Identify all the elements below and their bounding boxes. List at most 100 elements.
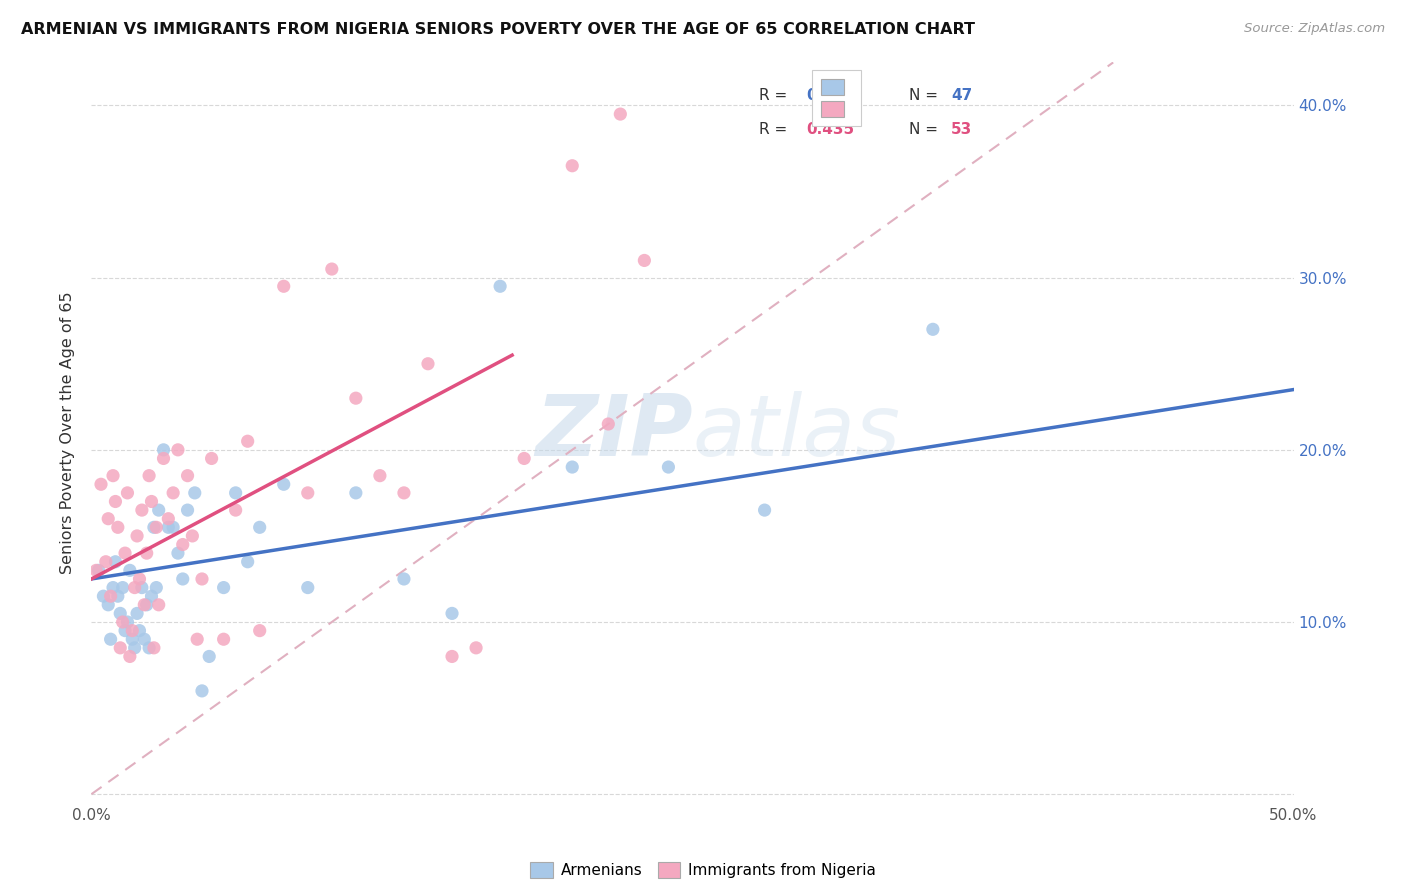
Point xyxy=(142,520,165,534)
Point xyxy=(201,451,224,466)
Point xyxy=(124,640,146,655)
Point xyxy=(128,572,150,586)
Point xyxy=(142,640,165,655)
Point xyxy=(167,442,190,457)
Text: N =: N = xyxy=(908,121,942,136)
Point xyxy=(297,581,319,595)
Text: 47: 47 xyxy=(950,88,972,103)
Point xyxy=(90,477,112,491)
Point xyxy=(107,520,129,534)
Legend: , : , xyxy=(813,70,860,127)
Point xyxy=(141,589,163,603)
Point xyxy=(162,520,184,534)
Point xyxy=(157,512,180,526)
Point xyxy=(152,451,174,466)
Point xyxy=(125,607,148,621)
Point xyxy=(87,563,110,577)
Point xyxy=(135,598,157,612)
Point xyxy=(440,607,463,621)
Point xyxy=(162,486,184,500)
Point xyxy=(121,624,143,638)
Point xyxy=(198,649,221,664)
Text: Source: ZipAtlas.com: Source: ZipAtlas.com xyxy=(1244,22,1385,36)
Text: ZIP: ZIP xyxy=(534,391,692,475)
Point xyxy=(114,624,136,638)
Point xyxy=(97,512,120,526)
Text: atlas: atlas xyxy=(692,391,900,475)
Point xyxy=(157,520,180,534)
Text: ARMENIAN VS IMMIGRANTS FROM NIGERIA SENIORS POVERTY OVER THE AGE OF 65 CORRELATI: ARMENIAN VS IMMIGRANTS FROM NIGERIA SENI… xyxy=(21,22,976,37)
Text: 0.405: 0.405 xyxy=(807,88,855,103)
Point xyxy=(110,607,132,621)
Point xyxy=(138,468,160,483)
Text: R =: R = xyxy=(759,121,792,136)
Point xyxy=(101,581,124,595)
Point xyxy=(236,555,259,569)
Point xyxy=(111,615,134,629)
Point xyxy=(212,632,235,647)
Point xyxy=(124,581,146,595)
Point xyxy=(181,529,204,543)
Point xyxy=(392,486,415,500)
Point xyxy=(104,494,127,508)
Point xyxy=(172,572,194,586)
Point xyxy=(513,451,536,466)
Point xyxy=(117,486,139,500)
Point xyxy=(148,598,170,612)
Point xyxy=(121,632,143,647)
Point xyxy=(273,477,295,491)
Point xyxy=(134,632,156,647)
Point xyxy=(225,486,247,500)
Point xyxy=(465,640,488,655)
Point xyxy=(598,417,620,431)
Point xyxy=(101,468,124,483)
Point xyxy=(249,624,271,638)
Point xyxy=(152,442,174,457)
Point xyxy=(111,581,134,595)
Point xyxy=(131,581,153,595)
Point xyxy=(249,520,271,534)
Point xyxy=(100,632,122,647)
Point xyxy=(392,572,415,586)
Point xyxy=(368,468,391,483)
Point xyxy=(107,589,129,603)
Point xyxy=(225,503,247,517)
Point xyxy=(440,649,463,664)
Point xyxy=(489,279,512,293)
Point xyxy=(167,546,190,560)
Point xyxy=(922,322,945,336)
Point xyxy=(297,486,319,500)
Point xyxy=(94,555,117,569)
Point xyxy=(561,159,583,173)
Point xyxy=(191,684,214,698)
Point xyxy=(145,520,167,534)
Text: N =: N = xyxy=(908,88,942,103)
Text: 53: 53 xyxy=(950,121,972,136)
Point xyxy=(236,434,259,449)
Point xyxy=(138,640,160,655)
Point xyxy=(110,640,132,655)
Point xyxy=(118,649,141,664)
Point xyxy=(100,589,122,603)
Point xyxy=(212,581,235,595)
Y-axis label: Seniors Poverty Over the Age of 65: Seniors Poverty Over the Age of 65 xyxy=(60,292,76,574)
Point xyxy=(84,563,107,577)
Point xyxy=(344,486,367,500)
Point xyxy=(186,632,208,647)
Point xyxy=(131,503,153,517)
Point xyxy=(141,494,163,508)
Point xyxy=(97,598,120,612)
Point xyxy=(176,503,198,517)
Point xyxy=(135,546,157,560)
Point xyxy=(172,537,194,551)
Point xyxy=(416,357,439,371)
Point xyxy=(114,546,136,560)
Point xyxy=(176,468,198,483)
Point xyxy=(128,624,150,638)
Point xyxy=(117,615,139,629)
Text: 0.435: 0.435 xyxy=(807,121,855,136)
Point xyxy=(184,486,207,500)
Point xyxy=(191,572,214,586)
Point xyxy=(134,598,156,612)
Legend: Armenians, Immigrants from Nigeria: Armenians, Immigrants from Nigeria xyxy=(524,856,882,884)
